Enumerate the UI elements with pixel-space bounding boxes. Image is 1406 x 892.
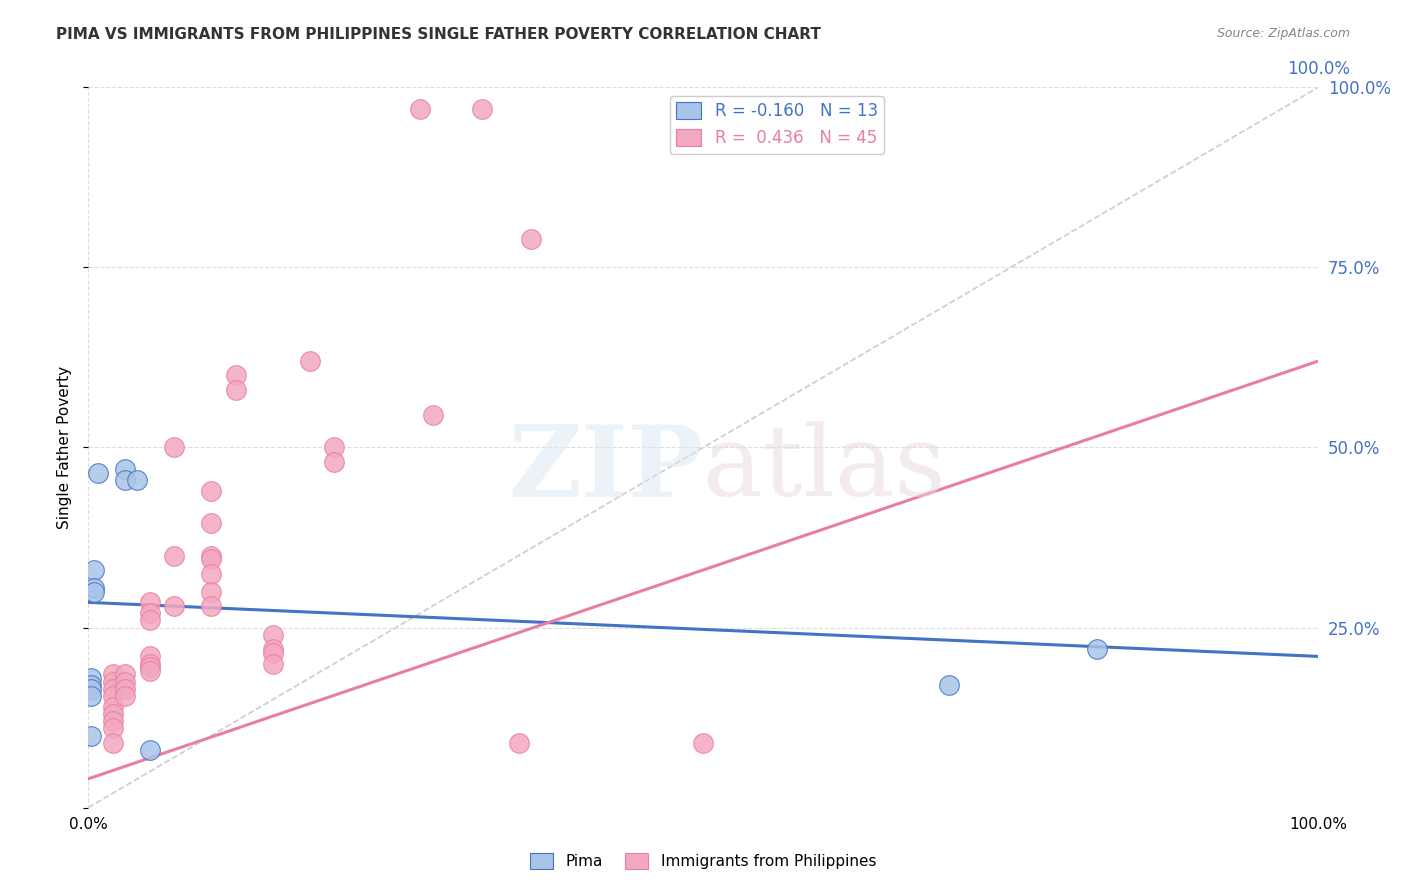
Point xyxy=(163,441,186,455)
Point xyxy=(79,729,101,743)
Point xyxy=(1085,642,1108,657)
Point xyxy=(101,714,124,729)
Y-axis label: Single Father Poverty: Single Father Poverty xyxy=(58,366,72,529)
Point xyxy=(79,678,101,692)
Point xyxy=(692,736,714,750)
Point xyxy=(79,689,101,703)
Point xyxy=(262,628,284,642)
Point xyxy=(101,706,124,721)
Point xyxy=(409,102,432,116)
Point xyxy=(200,552,222,566)
Point xyxy=(138,649,160,664)
Point xyxy=(262,642,284,657)
Point xyxy=(163,599,186,613)
Point xyxy=(138,595,160,609)
Point xyxy=(520,231,543,245)
Point xyxy=(200,599,222,613)
Point xyxy=(101,722,124,736)
Point xyxy=(114,689,136,703)
Point xyxy=(938,678,960,692)
Point xyxy=(83,563,105,577)
Point xyxy=(101,681,124,696)
Point xyxy=(114,681,136,696)
Point xyxy=(200,516,222,530)
Point xyxy=(262,657,284,671)
Text: atlas: atlas xyxy=(703,421,946,517)
Point xyxy=(114,674,136,689)
Point xyxy=(225,383,247,397)
Point xyxy=(262,646,284,660)
Text: ZIP: ZIP xyxy=(509,421,703,517)
Point xyxy=(508,736,530,750)
Point xyxy=(127,473,149,487)
Point xyxy=(138,660,160,674)
Point xyxy=(101,667,124,681)
Point xyxy=(138,657,160,671)
Point xyxy=(87,466,110,480)
Point xyxy=(138,613,160,627)
Point xyxy=(200,549,222,563)
Point xyxy=(101,699,124,714)
Point xyxy=(114,667,136,681)
Point xyxy=(138,606,160,620)
Point xyxy=(101,736,124,750)
Point xyxy=(114,462,136,476)
Point xyxy=(200,566,222,581)
Point xyxy=(200,483,222,498)
Text: PIMA VS IMMIGRANTS FROM PHILIPPINES SINGLE FATHER POVERTY CORRELATION CHART: PIMA VS IMMIGRANTS FROM PHILIPPINES SING… xyxy=(56,27,821,42)
Point xyxy=(101,689,124,703)
Point xyxy=(163,549,186,563)
Point xyxy=(138,664,160,678)
Point xyxy=(79,681,101,696)
Point xyxy=(323,455,346,469)
Point xyxy=(225,368,247,383)
Point xyxy=(323,441,346,455)
Point xyxy=(83,584,105,599)
Text: Source: ZipAtlas.com: Source: ZipAtlas.com xyxy=(1216,27,1350,40)
Point xyxy=(79,671,101,685)
Legend: Pima, Immigrants from Philippines: Pima, Immigrants from Philippines xyxy=(524,847,882,875)
Point xyxy=(200,584,222,599)
Point xyxy=(114,473,136,487)
Point xyxy=(101,674,124,689)
Point xyxy=(471,102,494,116)
Point xyxy=(83,581,105,595)
Point xyxy=(298,354,321,368)
Point xyxy=(138,743,160,757)
Legend: R = -0.160   N = 13, R =  0.436   N = 45: R = -0.160 N = 13, R = 0.436 N = 45 xyxy=(669,95,884,153)
Point xyxy=(422,408,444,422)
